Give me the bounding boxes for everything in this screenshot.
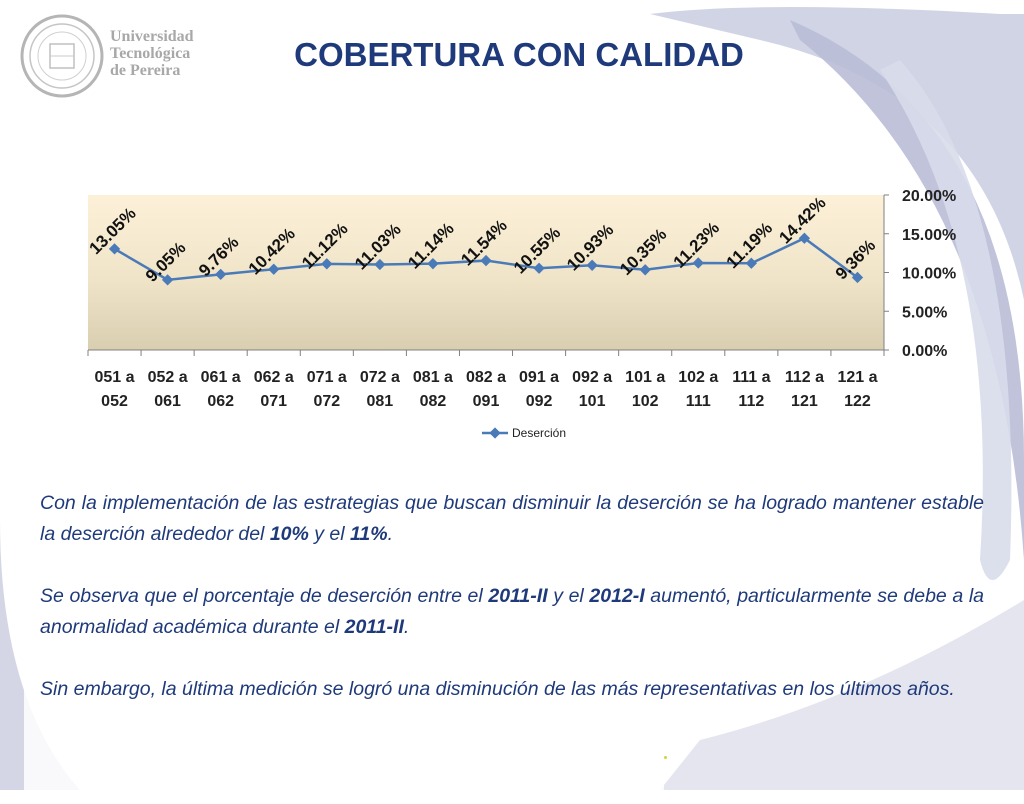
x-tick-label: 071 <box>260 393 287 410</box>
p3-run: Sin embargo, la última medición se logró… <box>40 678 955 700</box>
data-point <box>480 254 492 267</box>
logo-line-3: de Pereira <box>110 62 181 79</box>
bg-arc-top <box>650 7 1024 300</box>
data-point <box>161 274 174 286</box>
y-tick-label: 10.00% <box>902 266 956 283</box>
x-tick-label: 092 <box>526 393 553 410</box>
x-tick-label: 091 a <box>519 369 559 386</box>
x-tick-label: 122 <box>844 393 871 410</box>
university-seal-icon <box>20 14 104 98</box>
data-point <box>745 257 757 269</box>
data-point <box>215 268 227 281</box>
data-point <box>427 258 439 270</box>
p1-run: Con la implementación de las estrategias… <box>40 492 984 545</box>
x-tick-label: 112 <box>738 393 764 410</box>
logo-wordmark: Universidad Tecnológica de Pereira <box>110 28 220 79</box>
y-tick-label: 20.00% <box>902 188 956 205</box>
p2-run: aumentó, particularmente se debe a la an… <box>40 585 985 638</box>
data-point <box>586 259 598 271</box>
bg-arc-bottom <box>660 600 1024 790</box>
x-tick-label: 062 <box>207 393 234 410</box>
p2-run: . <box>403 616 410 638</box>
chart-axes: 0.00% 5.00% 10.00% 15.00% 20.00% 051 a 052 052 … <box>87 188 956 410</box>
data-point <box>798 232 811 244</box>
legend-label: Deserción <box>512 426 566 440</box>
p1-run: 10% <box>269 523 309 545</box>
p2-run: y el <box>547 585 590 607</box>
data-point <box>851 271 864 284</box>
data-point <box>321 258 333 270</box>
p2-run: Se observa que el porcentaje de deserció… <box>40 585 489 607</box>
p1-run: 11% <box>350 523 388 545</box>
x-tick-label: 111 <box>686 393 711 410</box>
x-tick-label: 061 <box>154 393 181 410</box>
x-tick-label: 081 a <box>413 369 453 386</box>
x-tick-label: 111 a <box>732 369 770 386</box>
x-tick-label: 061 a <box>201 369 241 386</box>
x-tick-label: 052 <box>101 393 128 410</box>
legend-marker <box>489 427 501 439</box>
data-point <box>533 262 545 274</box>
x-tick-label: 072 <box>313 393 340 410</box>
chart-legend: Deserción <box>482 426 566 440</box>
p1-run: . <box>387 523 394 545</box>
x-tick-label: 081 <box>367 393 394 410</box>
decorative-dot <box>664 756 667 759</box>
y-tick-label: 5.00% <box>902 304 947 321</box>
data-point <box>639 264 651 276</box>
x-tick-label: 102 <box>632 393 659 410</box>
logo-line-1: Universidad <box>110 28 194 45</box>
x-tick-label: 112 a <box>785 369 824 386</box>
paragraph-2: Se observa que el porcentaje de deserció… <box>40 581 984 643</box>
p1-run: y el <box>308 523 351 545</box>
x-tick-label: 051 a <box>95 369 135 386</box>
x-tick-label: 082 <box>420 393 447 410</box>
p2-run: 2011-II <box>488 585 548 607</box>
x-tick-label: 102 a <box>678 369 718 386</box>
slide-title: COBERTURA CON CALIDAD <box>294 36 744 73</box>
x-tick-label: 101 a <box>625 369 665 386</box>
x-tick-label: 092 a <box>572 369 612 386</box>
x-tick-label: 082 a <box>466 369 506 386</box>
y-tick-label: 0.00% <box>902 343 947 360</box>
logo-line-2: Tecnológica <box>110 45 191 62</box>
university-logo: Universidad Tecnológica de Pereira <box>20 14 210 104</box>
y-tick-label: 15.00% <box>902 227 956 244</box>
paragraph-1: Con la implementación de las estrategias… <box>40 488 984 550</box>
x-tick-label: 071 a <box>307 369 347 386</box>
x-tick-label: 121 <box>791 393 818 410</box>
x-tick-label: 052 a <box>148 369 188 386</box>
x-tick-label: 062 a <box>254 369 294 386</box>
paragraph-3: Sin embargo, la última medición se logró… <box>40 674 984 705</box>
text-backdrop <box>24 475 664 790</box>
data-point <box>374 258 386 271</box>
bg-arc-right-inner <box>880 60 1012 580</box>
x-tick-label: 091 <box>473 393 500 410</box>
x-tick-label: 121 a <box>837 369 877 386</box>
p2-run: 2012-I <box>589 585 645 607</box>
bg-arc-left <box>0 520 80 790</box>
data-point <box>268 263 280 275</box>
x-tick-label: 101 <box>579 393 606 410</box>
x-tick-label: 072 a <box>360 369 400 386</box>
p2-run: 2011-II <box>344 616 404 638</box>
data-point <box>692 257 704 269</box>
